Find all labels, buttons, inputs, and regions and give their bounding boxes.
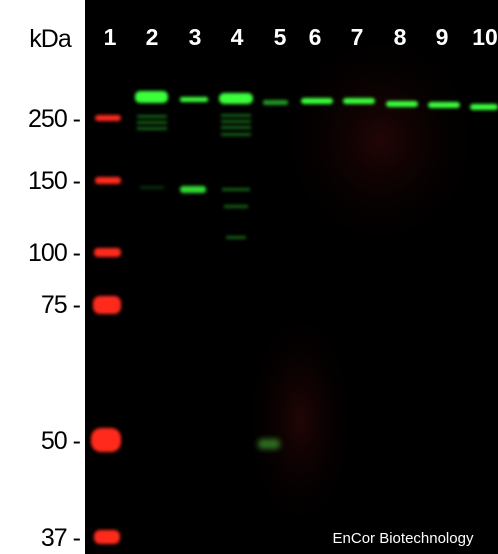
haze	[240, 300, 360, 540]
lane-number: 1	[104, 24, 117, 50]
marker-label: 75 -	[41, 291, 81, 319]
lane-number: 4	[231, 24, 244, 50]
marker-label: 37 -	[41, 524, 81, 552]
lane-number: 8	[394, 24, 407, 50]
marker-label: 50 -	[41, 427, 81, 455]
bands	[91, 91, 498, 544]
axis-label: kDa	[29, 25, 72, 53]
lane-number: 5	[274, 24, 287, 50]
lane-number: 10	[472, 24, 498, 50]
watermark: EnCor Biotechnology	[333, 530, 474, 547]
lane-number: 6	[309, 24, 322, 50]
lane-number: 9	[436, 24, 449, 50]
marker-label: 250 -	[28, 105, 81, 133]
lane-number: 7	[351, 24, 364, 50]
marker-label: 100 -	[28, 239, 81, 267]
marker-label: 150 -	[28, 167, 81, 195]
lane-number: 2	[146, 24, 159, 50]
lane-number: 3	[189, 24, 202, 50]
haze	[270, 20, 490, 260]
